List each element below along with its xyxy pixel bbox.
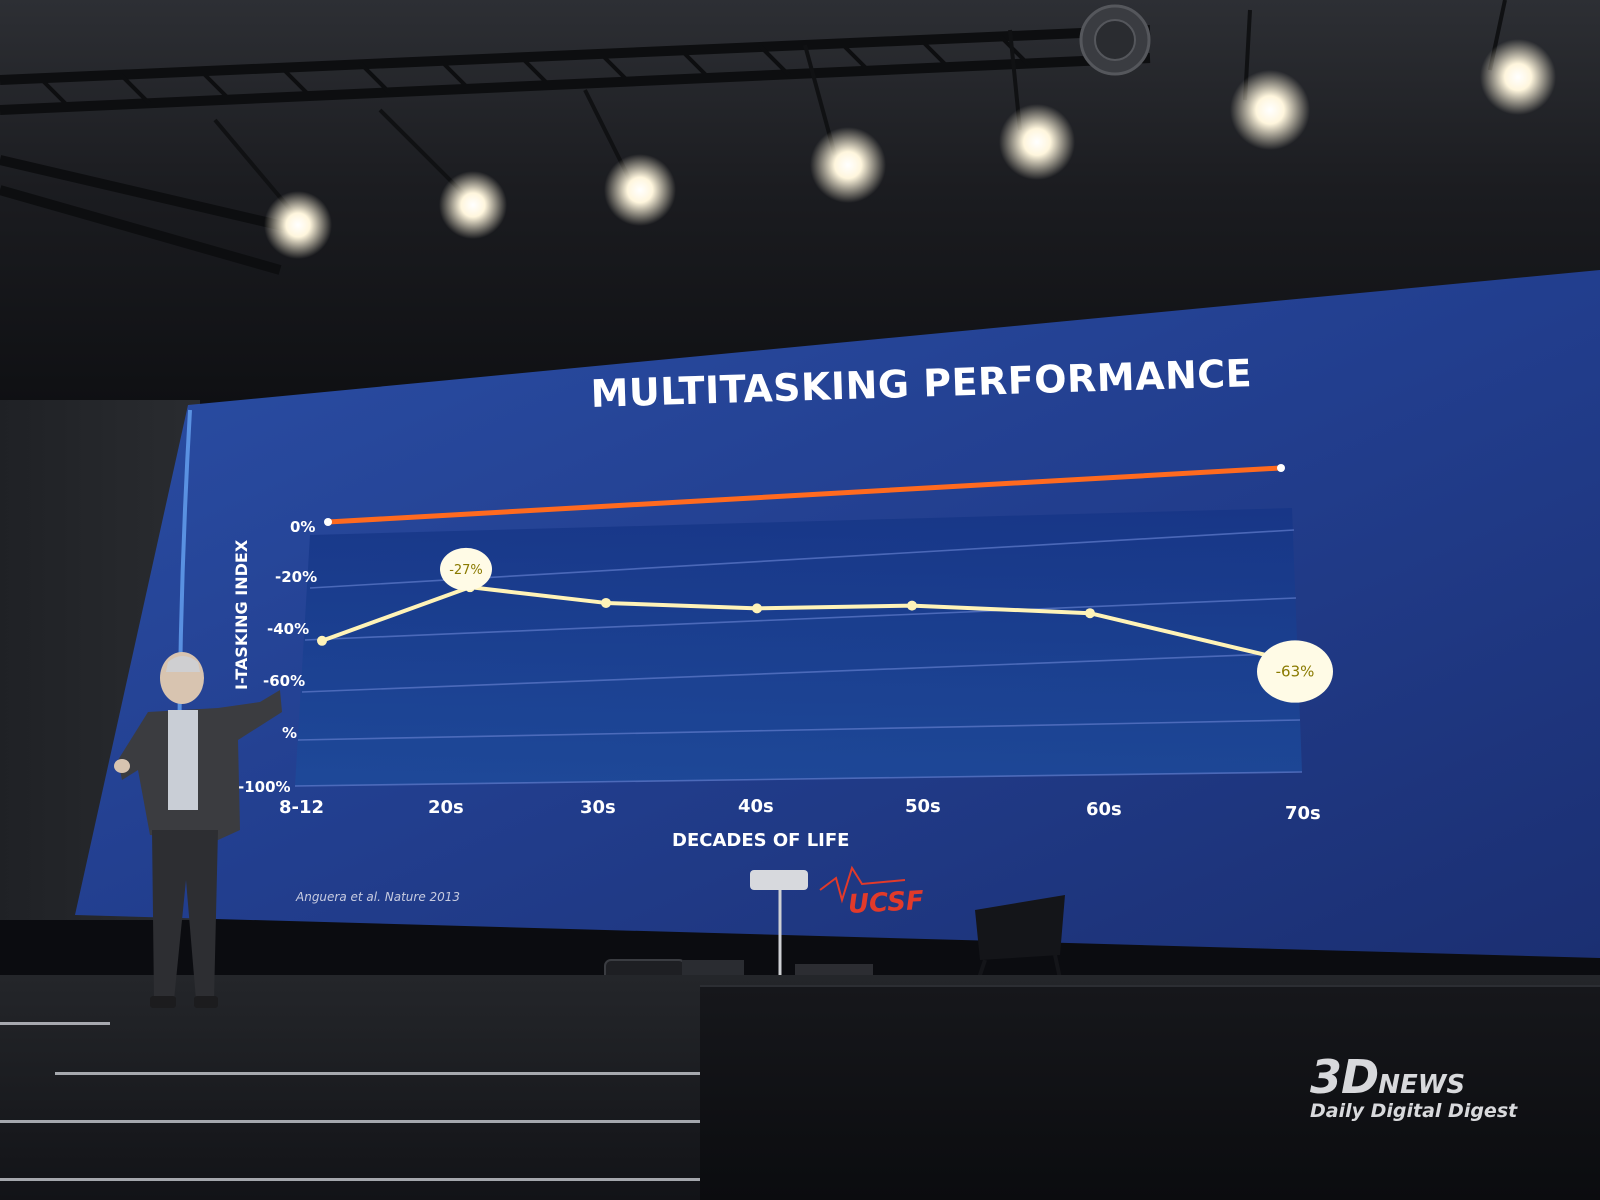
data-point-40s [752, 603, 762, 614]
x-tick-label: 8-12 [279, 797, 325, 818]
step-edge [55, 1072, 700, 1075]
watermark: 3DNEWS Daily Digital Digest [1310, 1050, 1517, 1122]
speaker [114, 652, 282, 1008]
citation: Anguera et al. Nature 2013 [296, 890, 461, 904]
watermark-tagline: Daily Digital Digest [1310, 1100, 1518, 1122]
watermark-brand-suffix: NEWS [1378, 1070, 1466, 1100]
annotation-bubbles: -27% -63% [440, 547, 1333, 703]
podium [700, 985, 1600, 1200]
step-edge [0, 1178, 700, 1181]
baseline-series-line [325, 465, 1283, 525]
y-tick-label: -20% [275, 568, 318, 586]
ceiling-truss [0, 25, 1151, 275]
data-point-8-12 [317, 635, 327, 646]
data-point-60s [1085, 608, 1095, 619]
annotation-label: -63% [1276, 663, 1315, 681]
annotation-label: -27% [449, 563, 483, 578]
x-tick-label: 30s [580, 797, 616, 818]
annotation-bubble [1257, 640, 1333, 703]
x-tick-label: 60s [1086, 799, 1122, 820]
x-tick-label: 50s [905, 796, 941, 817]
data-point-30s [601, 597, 611, 608]
watermark-brand: 3D [1310, 1050, 1379, 1104]
x-tick-label: 70s [1285, 803, 1321, 824]
stage-edge [0, 1022, 110, 1025]
x-tick-label: 20s [428, 797, 464, 818]
plot-area [295, 508, 1302, 786]
x-axis-label: DECADES OF LIFE [672, 830, 850, 851]
stage-lights [264, 39, 1556, 259]
data-point-50s [907, 600, 917, 611]
x-tick-label: 40s [738, 796, 774, 817]
annotation-bubble [440, 547, 492, 591]
y-tick-label: -40% [267, 620, 310, 638]
step-edge [0, 1120, 700, 1123]
baseline-startpoint [324, 518, 332, 526]
y-tick-label: % [282, 724, 298, 742]
baseline-endpoint [1277, 464, 1285, 472]
y-tick-label: 0% [290, 518, 316, 536]
ucsf-logo: UCSF [847, 886, 925, 920]
y-tick-label: -100% [238, 778, 291, 796]
y-tick-label: -60% [263, 672, 306, 690]
